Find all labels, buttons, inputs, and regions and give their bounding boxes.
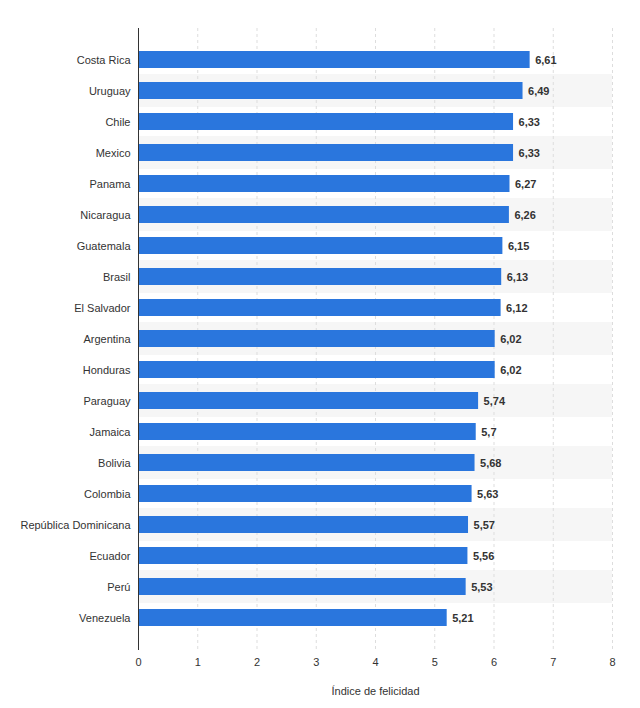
svg-text:0: 0	[135, 656, 141, 668]
svg-text:Guatemala: Guatemala	[77, 240, 132, 252]
svg-text:6,33: 6,33	[519, 147, 540, 159]
svg-text:República Dominicana: República Dominicana	[20, 519, 131, 531]
svg-text:Jamaica: Jamaica	[90, 426, 132, 438]
svg-text:Costa Rica: Costa Rica	[77, 54, 132, 66]
svg-text:6,13: 6,13	[507, 271, 528, 283]
svg-text:8: 8	[609, 656, 615, 668]
svg-text:Mexico: Mexico	[96, 147, 131, 159]
svg-text:5,7: 5,7	[481, 426, 496, 438]
svg-text:6,61: 6,61	[535, 54, 556, 66]
svg-text:Argentina: Argentina	[83, 333, 131, 345]
svg-text:Perú: Perú	[107, 581, 130, 593]
svg-text:Colombia: Colombia	[84, 488, 131, 500]
svg-text:5: 5	[432, 656, 438, 668]
svg-text:5,68: 5,68	[480, 457, 501, 469]
svg-text:Venezuela: Venezuela	[79, 612, 131, 624]
svg-text:5,53: 5,53	[471, 581, 492, 593]
svg-text:Ecuador: Ecuador	[90, 550, 131, 562]
svg-text:5,57: 5,57	[474, 519, 495, 531]
svg-text:6,33: 6,33	[519, 116, 540, 128]
svg-text:5,74: 5,74	[484, 395, 506, 407]
svg-text:4: 4	[372, 656, 378, 668]
svg-text:7: 7	[550, 656, 556, 668]
svg-text:5,21: 5,21	[452, 612, 473, 624]
svg-text:6,49: 6,49	[528, 85, 549, 97]
svg-text:Chile: Chile	[105, 116, 130, 128]
svg-text:5,56: 5,56	[473, 550, 494, 562]
svg-text:Paraguay: Paraguay	[83, 395, 131, 407]
svg-text:6,02: 6,02	[500, 364, 521, 376]
svg-text:6,12: 6,12	[506, 302, 527, 314]
svg-text:Brasil: Brasil	[103, 271, 131, 283]
svg-text:1: 1	[195, 656, 201, 668]
svg-text:El Salvador: El Salvador	[74, 302, 131, 314]
svg-text:Índice de felicidad: Índice de felicidad	[331, 685, 419, 697]
svg-text:6,27: 6,27	[515, 178, 536, 190]
svg-text:Honduras: Honduras	[83, 364, 131, 376]
svg-text:Nicaragua: Nicaragua	[80, 209, 131, 221]
svg-text:2: 2	[254, 656, 260, 668]
svg-text:6,02: 6,02	[500, 333, 521, 345]
svg-text:6: 6	[491, 656, 497, 668]
svg-text:Uruguay: Uruguay	[89, 85, 131, 97]
svg-text:5,63: 5,63	[477, 488, 498, 500]
svg-text:Panama: Panama	[90, 178, 132, 190]
svg-text:Bolivia: Bolivia	[98, 457, 131, 469]
svg-text:3: 3	[313, 656, 319, 668]
svg-text:6,15: 6,15	[508, 240, 529, 252]
svg-text:6,26: 6,26	[514, 209, 535, 221]
